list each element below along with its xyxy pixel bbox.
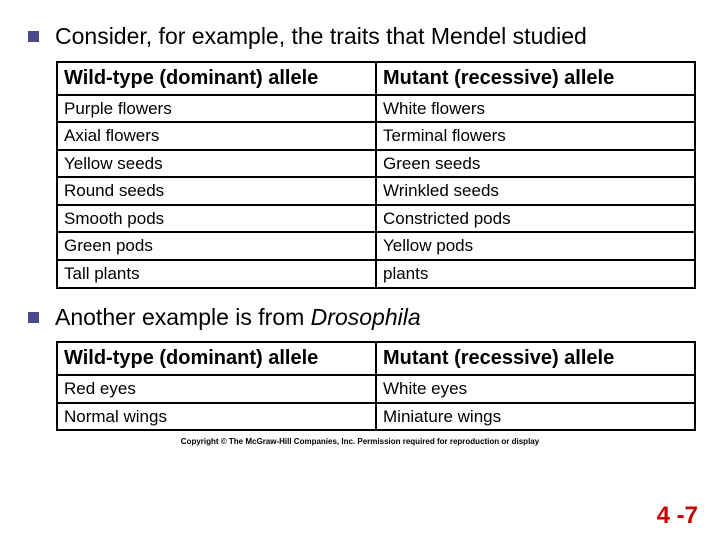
table-cell: plants [376, 260, 695, 288]
bullet-item-1: Consider, for example, the traits that M… [28, 22, 692, 51]
table-cell: Purple flowers [57, 95, 376, 123]
mendel-traits-table: Wild-type (dominant) allele Mutant (rece… [56, 61, 696, 289]
table-cell: Round seeds [57, 177, 376, 205]
table-row: Purple flowers White flowers [57, 95, 695, 123]
table-cell: Yellow pods [376, 232, 695, 260]
table-row: Smooth pods Constricted pods [57, 205, 695, 233]
table-cell: Constricted pods [376, 205, 695, 233]
table-row: Green pods Yellow pods [57, 232, 695, 260]
table-row: Red eyes White eyes [57, 375, 695, 403]
table-cell: Yellow seeds [57, 150, 376, 178]
copyright-text: Copyright © The McGraw-Hill Companies, I… [28, 437, 692, 446]
bullet-text-2: Another example is from Drosophila [55, 303, 421, 332]
table-row: Yellow seeds Green seeds [57, 150, 695, 178]
table-row: Axial flowers Terminal flowers [57, 122, 695, 150]
table-cell: Smooth pods [57, 205, 376, 233]
page-number: 4 -7 [657, 502, 698, 530]
bullet-square-icon [28, 312, 39, 323]
table-cell: White eyes [376, 375, 695, 403]
table-header-cell: Wild-type (dominant) allele [57, 342, 376, 375]
table-cell: Red eyes [57, 375, 376, 403]
table-header-cell: Mutant (recessive) allele [376, 342, 695, 375]
table-cell: Green pods [57, 232, 376, 260]
bullet-item-2: Another example is from Drosophila [28, 303, 692, 332]
bullet-square-icon [28, 31, 39, 42]
table-row: Tall plants plants [57, 260, 695, 288]
bullet-text-2b: Drosophila [311, 304, 421, 330]
bullet-text-2a: Another example is from [55, 304, 311, 330]
table-row: Normal wings Miniature wings [57, 403, 695, 431]
table-cell: White flowers [376, 95, 695, 123]
table-cell: Miniature wings [376, 403, 695, 431]
table-cell: Normal wings [57, 403, 376, 431]
table-cell: Terminal flowers [376, 122, 695, 150]
table-cell: Axial flowers [57, 122, 376, 150]
table-cell: Green seeds [376, 150, 695, 178]
table-header-cell: Mutant (recessive) allele [376, 62, 695, 95]
table-header-row: Wild-type (dominant) allele Mutant (rece… [57, 62, 695, 95]
table-cell: Wrinkled seeds [376, 177, 695, 205]
table-cell: Tall plants [57, 260, 376, 288]
table-header-cell: Wild-type (dominant) allele [57, 62, 376, 95]
bullet-text-1: Consider, for example, the traits that M… [55, 22, 587, 51]
table-header-row: Wild-type (dominant) allele Mutant (rece… [57, 342, 695, 375]
table-row: Round seeds Wrinkled seeds [57, 177, 695, 205]
drosophila-traits-table: Wild-type (dominant) allele Mutant (rece… [56, 341, 696, 431]
